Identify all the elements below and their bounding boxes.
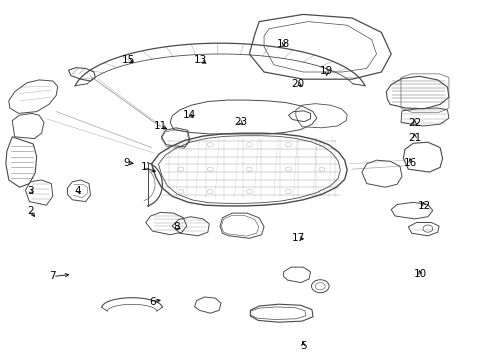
Text: 20: 20	[291, 78, 304, 89]
Text: 1: 1	[141, 162, 147, 172]
Text: 7: 7	[49, 271, 56, 282]
Text: 21: 21	[407, 132, 421, 143]
Text: 23: 23	[233, 117, 247, 127]
Text: 19: 19	[319, 66, 333, 76]
Text: 8: 8	[173, 222, 180, 232]
Text: 18: 18	[276, 39, 290, 49]
Text: 9: 9	[123, 158, 130, 168]
Text: 14: 14	[183, 110, 196, 120]
Text: 2: 2	[27, 206, 34, 216]
Text: 4: 4	[75, 186, 81, 196]
Text: 12: 12	[417, 201, 430, 211]
Text: 17: 17	[291, 233, 305, 243]
Text: 3: 3	[27, 186, 34, 196]
Text: 22: 22	[407, 118, 421, 128]
Text: 15: 15	[121, 55, 135, 66]
Text: 16: 16	[403, 158, 417, 168]
Text: 10: 10	[413, 269, 426, 279]
Text: 6: 6	[149, 297, 156, 307]
Text: 13: 13	[193, 55, 207, 66]
Text: 5: 5	[299, 341, 306, 351]
Text: 11: 11	[153, 121, 167, 131]
